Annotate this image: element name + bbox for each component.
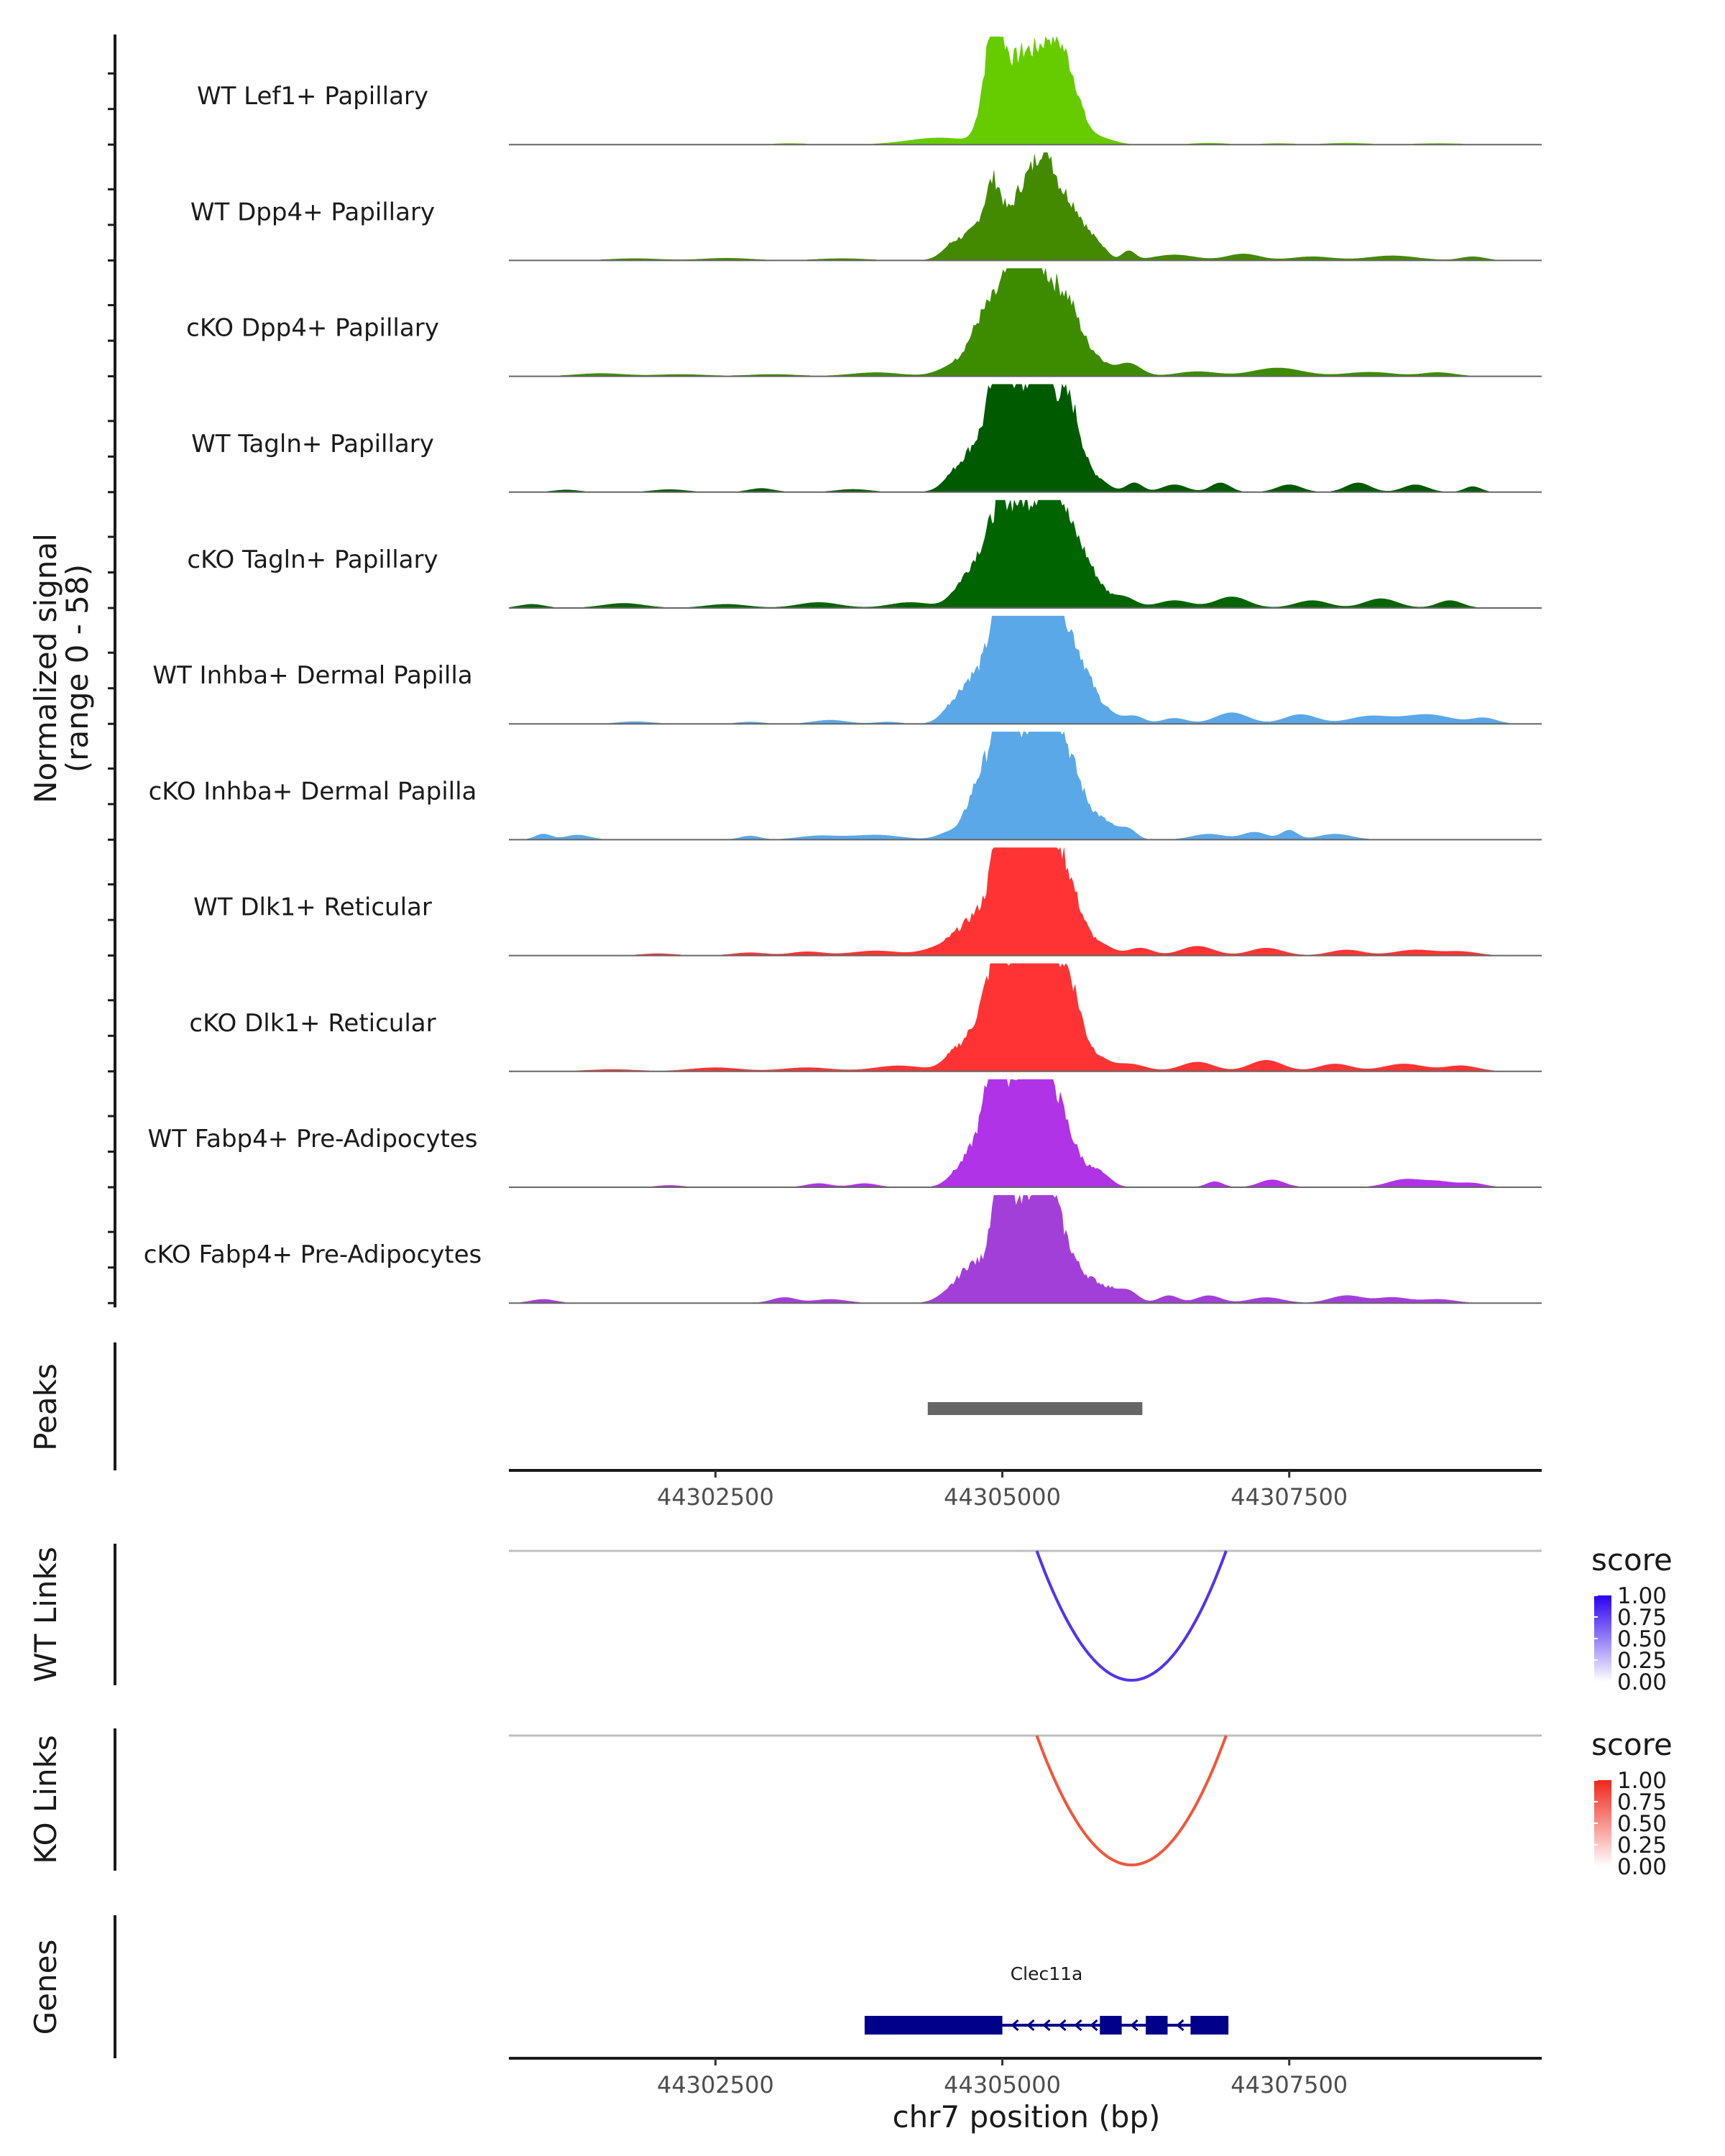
links-label: WT Links (28, 1547, 63, 1682)
position-axis-top-ticks: 44302500 44305000 44307500 (657, 1470, 1348, 1511)
coverage-area (508, 499, 1542, 609)
coverage-track: WT Fabp4+ Pre-Adipocytes (148, 1079, 1542, 1188)
genes-panel: Genes Clec11a 44302500 44305000 44307500 c… (28, 1915, 1542, 2134)
legend-tick-label: 0.50 (1617, 1626, 1667, 1652)
legend-tick-label: 1.00 (1617, 1583, 1667, 1609)
coverage-area (509, 1079, 1542, 1188)
coverage-track: WT Tagln+ Papillary (191, 383, 1542, 493)
coverage-area (509, 847, 1542, 956)
legend-tick-label: 0.75 (1617, 1789, 1667, 1815)
coverage-track: cKO Fabp4+ Pre-Adipocytes (144, 1194, 1542, 1304)
coverage-area (509, 731, 1542, 840)
links-panel: WT Links score 1.000.750.500.250.00 (28, 1542, 1673, 1695)
gene-exon (1146, 2016, 1168, 2035)
gene-models: Clec11a (864, 1963, 1229, 2035)
coverage-track-label: cKO Dlk1+ Reticular (189, 1009, 436, 1038)
position-tick-label: 44302500 (657, 1483, 774, 1511)
legend-tick-label: 0.00 (1617, 1854, 1667, 1880)
peak-region (927, 1402, 1143, 1415)
score-legend: score 1.000.750.500.250.00 (1591, 1542, 1673, 1695)
coverage-track: cKO Dpp4+ Papillary (186, 268, 1542, 377)
strand-arrow (1176, 2019, 1184, 2032)
coverage-track-label: cKO Tagln+ Papillary (187, 545, 438, 574)
strand-arrow (1058, 2019, 1067, 2032)
link-arc (1035, 1550, 1228, 1682)
score-legend: score 1.000.750.500.250.00 (1591, 1727, 1673, 1880)
strand-arrow (1090, 2019, 1098, 2032)
gene-model: Clec11a (864, 1963, 1229, 2035)
position-tick-label: 44307500 (1230, 2071, 1348, 2099)
genes-label: Genes (28, 1940, 63, 2035)
position-tick-label: 44305000 (944, 1483, 1061, 1511)
link-arc (1035, 1735, 1228, 1867)
peak-regions (927, 1402, 1143, 1415)
strand-arrow (1026, 2019, 1035, 2032)
links-panel: KO Links score 1.000.750.500.250.00 (28, 1727, 1673, 1880)
legend-tick-label: 0.75 (1617, 1605, 1667, 1631)
coverage-ylabel: Normalized signal (28, 533, 63, 803)
gene-exon (1190, 2016, 1229, 2035)
coverage-track-label: WT Tagln+ Papillary (191, 430, 434, 459)
coverage-area (509, 152, 1542, 261)
coverage-track-label: cKO Dpp4+ Papillary (186, 314, 439, 343)
coverage-area (509, 383, 1542, 493)
legend-title: score (1591, 1542, 1673, 1577)
legend-tick-label: 0.50 (1617, 1811, 1667, 1837)
coverage-track-label: WT Dpp4+ Papillary (190, 198, 435, 226)
legend-title: score (1591, 1727, 1673, 1762)
gene-name: Clec11a (1011, 1963, 1083, 1984)
position-tick-label: 44307500 (1230, 1483, 1348, 1511)
gene-exon (864, 2016, 1003, 2035)
legend-tick-label: 0.25 (1617, 1648, 1667, 1674)
position-tick-label: 44302500 (657, 2071, 774, 2099)
peaks-label: Peaks (28, 1363, 63, 1451)
coverage-area (509, 1194, 1542, 1304)
strand-arrow (1074, 2019, 1082, 2032)
coverage-track-label: WT Dlk1+ Reticular (193, 893, 432, 922)
legend-tick-label: 1.00 (1617, 1768, 1667, 1794)
gene-exon (1100, 2016, 1122, 2035)
coverage-y-axis (108, 34, 116, 1308)
strand-arrow (1130, 2019, 1138, 2032)
coverage-track: WT Dlk1+ Reticular (193, 847, 1542, 957)
coverage-track-label: cKO Inhba+ Dermal Papilla (149, 777, 477, 806)
position-axis-title: chr7 position (bp) (893, 2099, 1161, 2134)
strand-arrow (1011, 2019, 1019, 2032)
coverage-area (509, 268, 1542, 377)
position-axis-bottom-ticks: 44302500 44305000 44307500 (657, 2058, 1348, 2099)
coverage-track: cKO Tagln+ Papillary (187, 499, 1542, 609)
coverage-track-label: WT Lef1+ Papillary (197, 82, 428, 111)
legend-tick-label: 0.25 (1617, 1833, 1667, 1858)
links-label: KO Links (28, 1735, 63, 1864)
coverage-track: WT Dpp4+ Papillary (190, 152, 1542, 262)
coverage-track-label: cKO Fabp4+ Pre-Adipocytes (144, 1240, 482, 1269)
legend-tick-label: 0.00 (1617, 1669, 1667, 1695)
position-tick-label: 44305000 (944, 2071, 1061, 2099)
coverage-ylabel-range: (range 0 - 58) (60, 564, 95, 773)
coverage-tracks: WT Lef1+ Papillary WT Dpp4+ Papillary cKO … (144, 36, 1542, 1304)
coverage-area (509, 963, 1542, 1072)
coverage-track: cKO Dlk1+ Reticular (189, 963, 1542, 1072)
strand-arrow (1042, 2019, 1051, 2032)
coverage-track: cKO Inhba+ Dermal Papilla (149, 731, 1542, 841)
coverage-track: WT Inhba+ Dermal Papilla (152, 615, 1542, 725)
coverage-area (509, 36, 1542, 145)
coverage-track: WT Lef1+ Papillary (197, 36, 1542, 146)
coverage-track-label: WT Inhba+ Dermal Papilla (152, 661, 472, 690)
coverage-track-label: WT Fabp4+ Pre-Adipocytes (148, 1125, 478, 1153)
peaks-panel: Peaks 44302500 44305000 44307500 (28, 1342, 1542, 1511)
coverage-y-label: Normalized signal (range 0 - 58) (28, 533, 95, 803)
coverage-area (509, 615, 1542, 724)
